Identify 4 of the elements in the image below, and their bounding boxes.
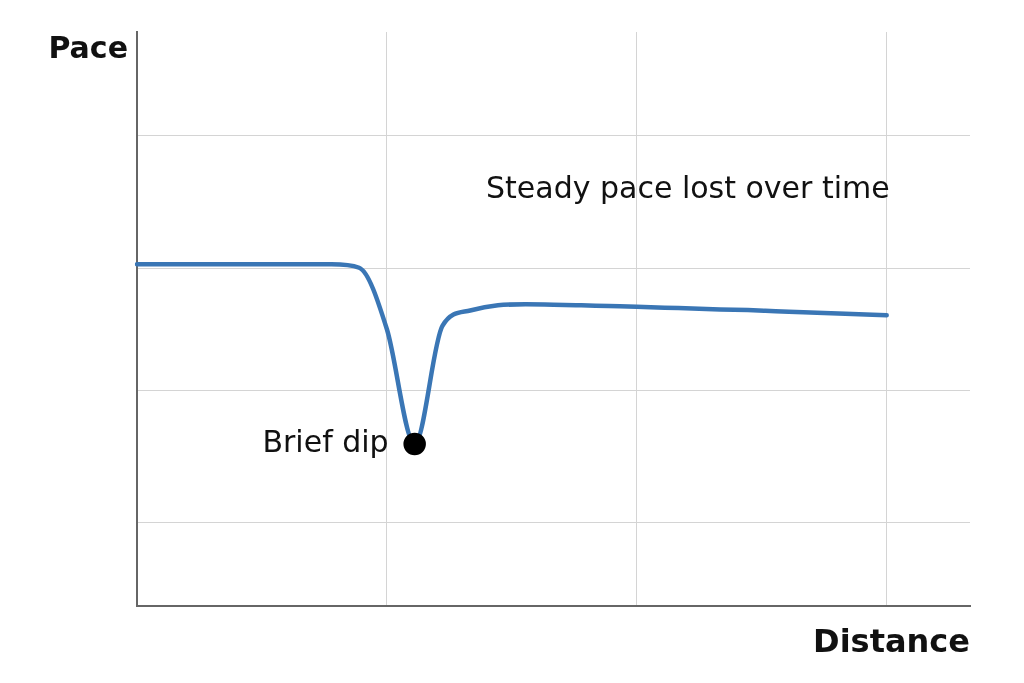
annotation: Brief dip xyxy=(262,423,389,459)
x-axis-title: Distance xyxy=(813,622,970,660)
text: Pace xyxy=(48,30,128,65)
text: Steady pace lost over time xyxy=(486,169,890,205)
